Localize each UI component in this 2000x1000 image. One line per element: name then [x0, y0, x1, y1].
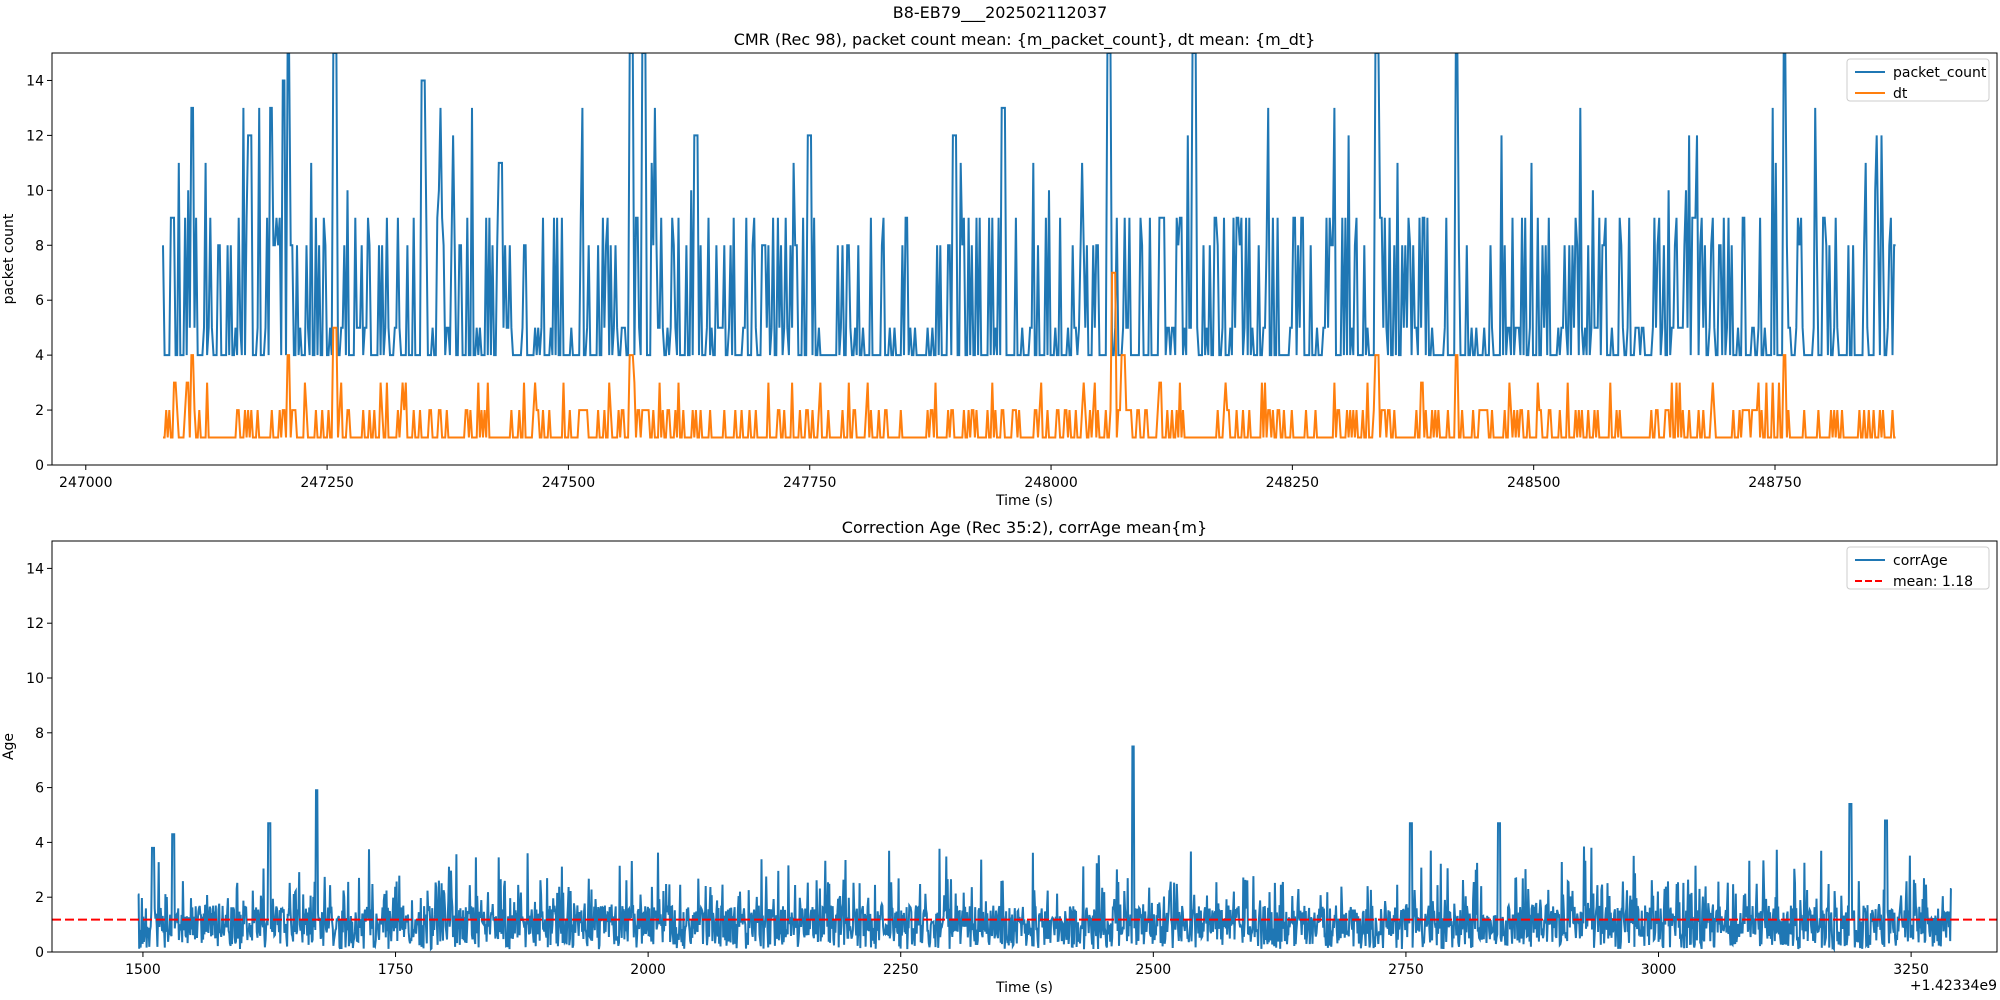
x-tick-label: 2750 — [1388, 962, 1424, 978]
figure-suptitle: B8-EB79___202502112037 — [893, 3, 1108, 23]
y-tick-label: 14 — [26, 561, 44, 577]
x-tick-label: 1750 — [378, 962, 414, 978]
x-tick-label: 247500 — [542, 475, 595, 491]
cmr-packet-chart: CMR (Rec 98), packet count mean: {m_pack… — [1, 30, 1998, 509]
x-tick-label: 2500 — [1136, 962, 1172, 978]
x-axis-label: Time (s) — [995, 493, 1053, 509]
x-tick-label: 3250 — [1893, 962, 1929, 978]
axes-frame — [51, 52, 1998, 466]
legend-label: dt — [1893, 86, 1908, 102]
axes-frame — [51, 540, 1998, 953]
x-tick-label: 248500 — [1507, 475, 1560, 491]
x-tick-label: 3000 — [1641, 962, 1677, 978]
legend-box — [1846, 58, 1990, 102]
y-tick-label: 0 — [35, 458, 44, 474]
y-tick-label: 12 — [26, 616, 44, 632]
chart-title: Correction Age (Rec 35:2), corrAge mean{… — [842, 518, 1207, 537]
x-tick-label: 248250 — [1266, 475, 1319, 491]
series-line-corrage — [137, 745, 1952, 952]
x-axis-label: Time (s) — [995, 980, 1053, 996]
x-tick-label: 247250 — [300, 475, 353, 491]
plot-area — [52, 745, 1997, 952]
x-offset-label: +1.42334e9 — [1910, 978, 1997, 994]
y-tick-label: 12 — [26, 128, 44, 144]
series-line-dt — [163, 271, 1896, 439]
y-tick-label: 4 — [35, 348, 44, 364]
legend-label: corrAge — [1893, 553, 1948, 569]
y-tick-label: 4 — [35, 835, 44, 851]
x-tick-label: 2250 — [883, 962, 919, 978]
plot-area — [162, 53, 1896, 439]
x-tick-label: 247750 — [783, 475, 836, 491]
correction-age-chart: Correction Age (Rec 35:2), corrAge mean{… — [1, 518, 1998, 996]
y-tick-label: 14 — [26, 73, 44, 89]
y-tick-label: 10 — [26, 183, 44, 199]
y-tick-label: 8 — [35, 238, 44, 254]
y-tick-label: 8 — [35, 726, 44, 742]
y-tick-label: 2 — [35, 403, 44, 419]
legend-label: mean: 1.18 — [1893, 574, 1973, 590]
x-tick-label: 2000 — [630, 962, 666, 978]
y-tick-label: 10 — [26, 671, 44, 687]
x-tick-label: 247000 — [59, 475, 112, 491]
chart-title: CMR (Rec 98), packet count mean: {m_pack… — [734, 30, 1316, 50]
y-tick-label: 6 — [35, 781, 44, 797]
y-tick-label: 6 — [35, 293, 44, 309]
y-axis-label: Age — [1, 733, 17, 760]
y-axis-label: packet count — [1, 213, 17, 304]
legend-label: packet_count — [1893, 65, 1987, 81]
x-tick-label: 248000 — [1024, 475, 1077, 491]
x-tick-label: 1500 — [125, 962, 161, 978]
y-tick-label: 2 — [35, 890, 44, 906]
y-tick-label: 0 — [35, 945, 44, 961]
series-line-packet-count — [162, 53, 1896, 357]
x-tick-label: 248750 — [1748, 475, 1801, 491]
legend-box — [1846, 546, 1990, 590]
